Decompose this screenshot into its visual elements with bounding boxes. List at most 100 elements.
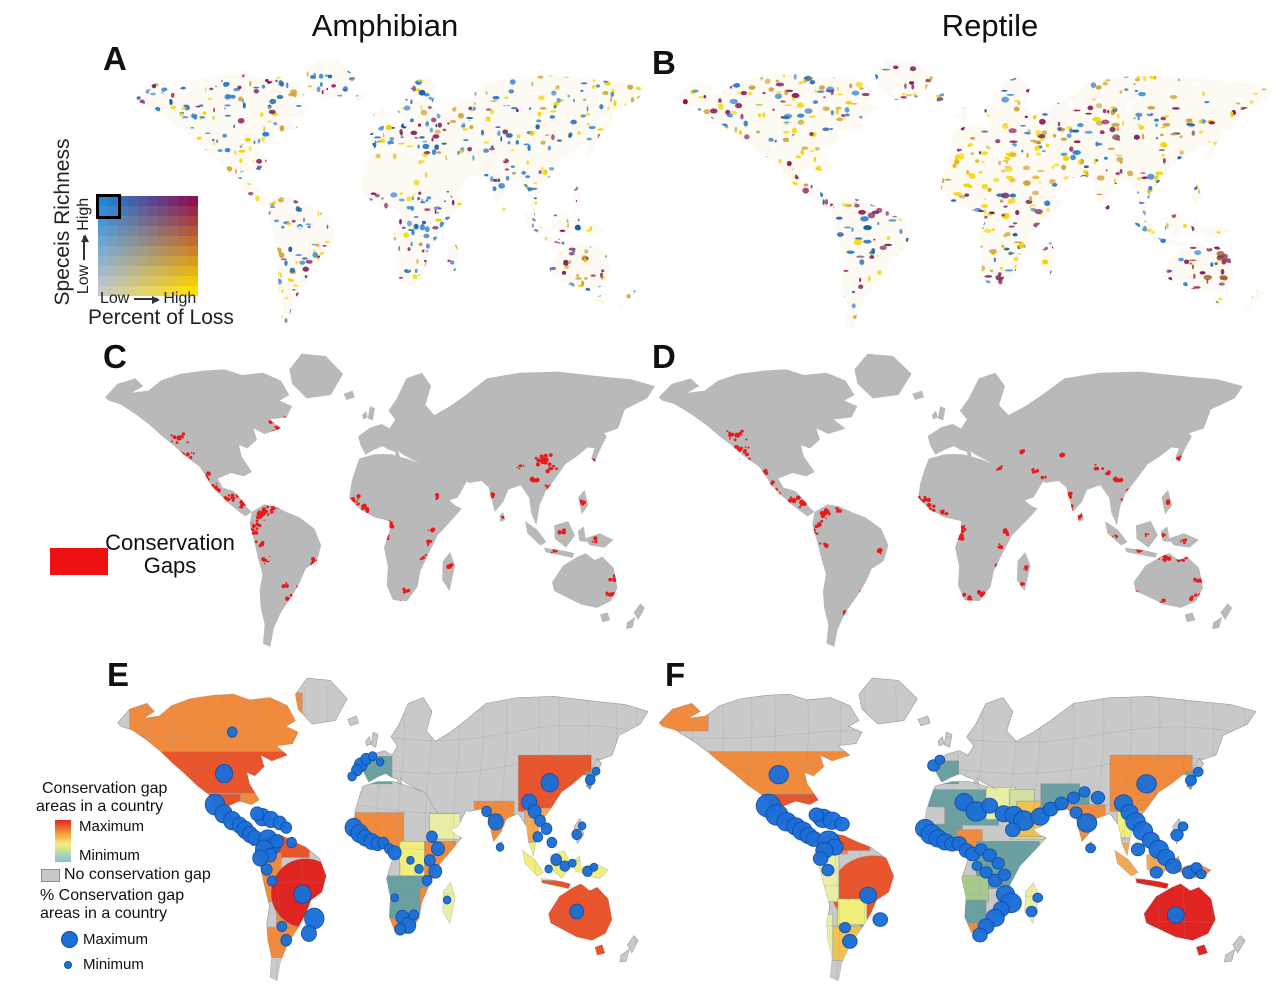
- column-title-reptile: Reptile: [941, 8, 1039, 43]
- bivariate-grid-cell: [128, 236, 138, 246]
- bivariate-grid-cell: [168, 206, 178, 216]
- bivariate-grid-cell: [108, 226, 118, 236]
- bivariate-grid-cell: [108, 206, 118, 216]
- bivariate-grid-cell: [138, 216, 148, 226]
- country-gap-title-line2: areas in a country: [36, 798, 164, 815]
- bivariate-grid-cell: [128, 256, 138, 266]
- bivariate-grid-cell: [108, 246, 118, 256]
- bubble-maximum-icon: [61, 931, 78, 948]
- bivariate-grid-cell: [188, 276, 198, 286]
- bivariate-grid-cell: [158, 246, 168, 256]
- bivariate-grid-cell: [118, 236, 128, 246]
- bivariate-grid-cell: [168, 216, 178, 226]
- map-amphibian-conservation-gaps: [105, 353, 655, 647]
- bivariate-grid-cell: [168, 256, 178, 266]
- bivariate-grid-cell: [98, 286, 108, 296]
- bivariate-grid-cell: [98, 276, 108, 286]
- bivariate-grid-cell: [178, 266, 188, 276]
- country-gap-color-ramp: [55, 820, 71, 862]
- map-amphibian-country-gap-areas: [117, 677, 648, 981]
- conservation-gaps-label: Conservation Gaps: [105, 530, 235, 579]
- bivariate-grid-cell: [128, 206, 138, 216]
- species-richness-axis-label: Speceis Richness: [51, 138, 74, 306]
- bivariate-grid-cell: [118, 206, 128, 216]
- right-arrow-icon: [134, 295, 161, 304]
- bubble-layer: [204, 726, 601, 947]
- richness-low-high-ticks: Low High: [75, 198, 93, 294]
- bubble-maximum-label: Maximum: [83, 931, 149, 948]
- bivariate-grid-cell: [108, 256, 118, 266]
- bivariate-grid-cell: [178, 286, 188, 296]
- right-arrow-icon: [83, 235, 85, 260]
- bubble-layer: [755, 754, 1207, 949]
- bivariate-grid-cell: [118, 226, 128, 236]
- bivariate-grid-cell: [138, 256, 148, 266]
- bivariate-grid-cell: [158, 196, 168, 206]
- bivariate-grid-cell: [168, 266, 178, 276]
- bivariate-grid-cell: [118, 196, 128, 206]
- bivariate-grid-cell: [188, 196, 198, 206]
- bivariate-grid-cell: [158, 266, 168, 276]
- bivariate-grid-cell: [98, 236, 108, 246]
- bivariate-grid-cell: [178, 196, 188, 206]
- bivariate-grid-cell: [128, 246, 138, 256]
- bivariate-grid-cell: [158, 226, 168, 236]
- loss-high-label: High: [163, 290, 197, 307]
- bivariate-grid-cell: [178, 236, 188, 246]
- bivariate-grid-cell: [98, 256, 108, 266]
- map-reptile-richness-loss: [673, 59, 1275, 329]
- map-amphibian-richness-loss: [134, 59, 645, 327]
- bivariate-grid-cell: [158, 286, 168, 296]
- bivariate-grid-cell: [138, 276, 148, 286]
- bivariate-grid-cell: [108, 216, 118, 226]
- bivariate-grid-cell: [98, 196, 108, 206]
- panel-label-e: E: [107, 656, 130, 693]
- ramp-minimum-label: Minimum: [79, 847, 140, 864]
- bivariate-grid-cell: [158, 206, 168, 216]
- bivariate-grid-cell: [138, 246, 148, 256]
- loss-low-high-ticks: Low High: [100, 290, 196, 308]
- bivariate-grid-cell: [148, 246, 158, 256]
- no-conservation-gap-label: No conservation gap: [64, 866, 211, 883]
- conservation-gaps-swatch: [50, 548, 108, 575]
- bivariate-grid-cell: [148, 196, 158, 206]
- bivariate-grid-cell: [128, 216, 138, 226]
- panel-label-d: D: [652, 338, 676, 375]
- loss-low-label: Low: [100, 290, 130, 307]
- bivariate-grid-cell: [188, 256, 198, 266]
- bivariate-grid-cell: [158, 276, 168, 286]
- pct-gap-title-line1: % Conservation gap: [40, 887, 185, 904]
- bivariate-grid-cell: [148, 276, 158, 286]
- panel-label-a: A: [103, 40, 127, 77]
- bivariate-grid-cell: [188, 226, 198, 236]
- bivariate-grid-cell: [188, 246, 198, 256]
- bivariate-grid-cell: [148, 226, 158, 236]
- ramp-maximum-label: Maximum: [79, 818, 145, 835]
- bivariate-grid-cell: [128, 196, 138, 206]
- bivariate-grid-cell: [128, 226, 138, 236]
- bivariate-grid-cell: [128, 276, 138, 286]
- bivariate-grid-cell: [158, 256, 168, 266]
- panel-label-c: C: [103, 338, 127, 375]
- bivariate-grid-cell: [168, 226, 178, 236]
- bivariate-grid-cell: [168, 196, 178, 206]
- richness-low-label: Low: [75, 264, 92, 295]
- bivariate-grid-cell: [168, 246, 178, 256]
- bivariate-grid-cell: [118, 246, 128, 256]
- bivariate-grid-cell: [118, 216, 128, 226]
- bivariate-grid-cell: [188, 206, 198, 216]
- bivariate-grid-cell: [188, 286, 198, 296]
- bivariate-grid-cell: [118, 286, 128, 296]
- bivariate-grid-cell: [158, 216, 168, 226]
- bivariate-color-grid: [98, 196, 198, 296]
- bivariate-grid-cell: [188, 236, 198, 246]
- bivariate-highlight-square: [96, 194, 121, 219]
- bivariate-grid-cell: [148, 236, 158, 246]
- bivariate-grid-cell: [108, 266, 118, 276]
- bivariate-grid-cell: [108, 236, 118, 246]
- bivariate-grid-cell: [128, 266, 138, 276]
- bivariate-grid-cell: [118, 276, 128, 286]
- bivariate-grid-cell: [148, 266, 158, 276]
- bivariate-grid-cell: [178, 206, 188, 216]
- column-title-amphibian: Amphibian: [311, 8, 459, 43]
